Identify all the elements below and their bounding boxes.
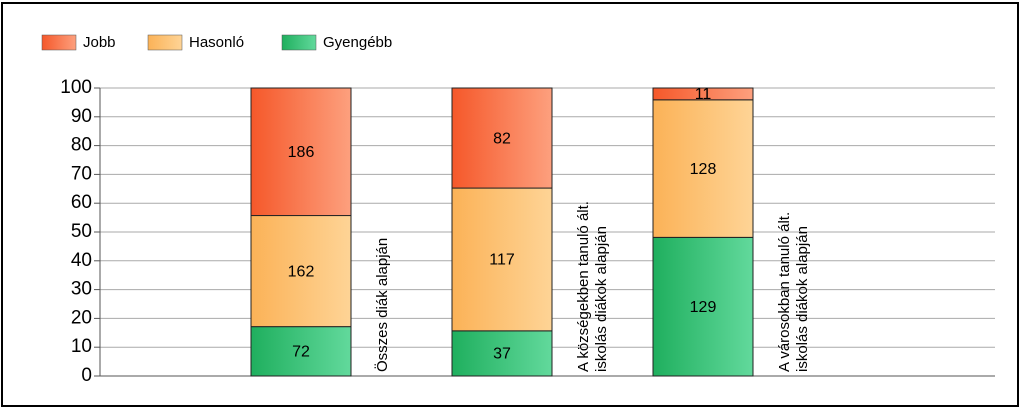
x-tick-label: A községekben tanuló ált.	[575, 201, 592, 372]
y-tick-label: 0	[81, 365, 92, 386]
y-tick-label: 30	[71, 279, 92, 300]
y-tick-label: 80	[71, 135, 92, 156]
bar-segment	[250, 87, 352, 217]
legend-label: Hasonló	[189, 34, 244, 51]
bar-segment	[451, 330, 553, 377]
data-label: 117	[489, 252, 515, 269]
data-label: 128	[690, 161, 717, 178]
data-label: 11	[695, 86, 712, 103]
bar-segment	[250, 326, 352, 377]
y-tick-label: 90	[71, 106, 92, 127]
data-label: 129	[690, 299, 717, 316]
x-tick-label: iskolás diákok alapján	[794, 226, 811, 372]
bar-segment	[652, 99, 754, 238]
y-tick-label: 20	[71, 307, 92, 328]
y-tick-label: 100	[60, 77, 92, 98]
y-tick-label: 10	[71, 336, 92, 357]
y-tick-label: 70	[71, 163, 92, 184]
data-label: 186	[288, 144, 315, 161]
x-tick-label: iskolás diákok alapján	[593, 226, 610, 372]
y-tick-label: 50	[71, 221, 92, 242]
data-label: 82	[493, 130, 511, 147]
data-label: 37	[493, 346, 511, 363]
data-label: 162	[288, 263, 315, 280]
legend-label: Gyengébb	[323, 34, 392, 51]
bar-segment	[451, 187, 553, 332]
data-label: 72	[292, 344, 310, 361]
bar-segment	[652, 236, 754, 377]
x-tick-label: A városokban tanuló ált.	[776, 212, 793, 372]
legend-swatch	[147, 34, 183, 51]
bar-segment	[652, 87, 754, 101]
y-tick-label: 40	[71, 250, 92, 271]
x-tick-label: Összes diák alapján	[373, 238, 391, 372]
y-tick-label: 60	[71, 192, 92, 213]
legend-swatch	[281, 34, 317, 51]
bar-segment	[451, 87, 553, 189]
legend-label: Jobb	[83, 34, 116, 51]
legend-swatch	[41, 34, 77, 51]
